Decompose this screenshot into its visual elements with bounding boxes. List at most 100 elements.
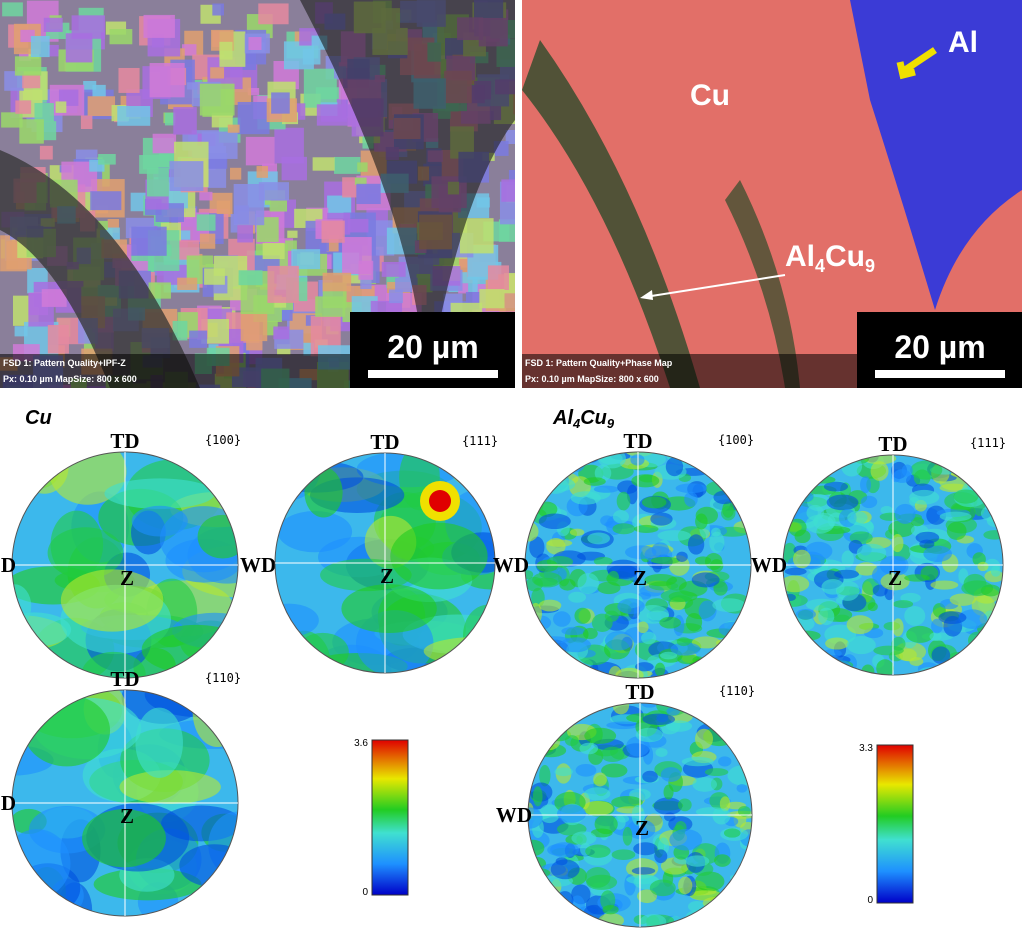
pf-blob xyxy=(518,884,538,900)
grain xyxy=(173,107,197,135)
scale-bar xyxy=(368,370,498,378)
pf-blob xyxy=(259,604,319,637)
pf-blob xyxy=(550,671,571,679)
pf-blob xyxy=(700,916,730,924)
title-part: Cu xyxy=(25,407,52,429)
pf-blob xyxy=(585,845,610,858)
grain xyxy=(479,289,504,308)
title-part: 9 xyxy=(607,416,615,431)
pf-blob xyxy=(605,611,619,622)
pf-blob xyxy=(904,574,930,581)
pf-blob xyxy=(692,777,717,792)
pf-blob xyxy=(574,608,590,624)
pf-blob xyxy=(661,767,681,782)
pf-blob xyxy=(51,511,104,579)
pf-blob xyxy=(578,445,601,463)
pf-blob xyxy=(518,673,544,682)
pf-blob xyxy=(527,498,544,513)
pf-blob xyxy=(788,519,806,537)
pf-blob xyxy=(784,644,812,659)
grain xyxy=(355,178,367,185)
grain xyxy=(257,166,268,178)
pf-blob xyxy=(24,695,110,767)
pf-blob xyxy=(539,514,571,529)
scale-bar xyxy=(875,370,1005,378)
colorbar xyxy=(372,740,408,895)
pf-blob xyxy=(919,667,947,676)
grain xyxy=(129,383,163,416)
pf-blob xyxy=(952,660,965,672)
pole-figure xyxy=(516,695,766,930)
pf-blob xyxy=(278,511,353,552)
pf-blob xyxy=(660,652,677,660)
pf-blob xyxy=(947,522,967,540)
pf-blob xyxy=(676,552,688,562)
pf-blob xyxy=(821,579,844,595)
pf-blob xyxy=(569,667,595,678)
grain xyxy=(304,69,337,108)
pf-label: WD xyxy=(496,803,532,827)
pf-blob xyxy=(659,617,681,629)
pf-blob xyxy=(744,920,755,927)
pf-blob xyxy=(0,612,71,646)
grain xyxy=(177,278,197,290)
grain xyxy=(19,119,44,143)
phase-label: Al xyxy=(948,26,978,59)
pf-blob xyxy=(709,460,740,476)
grain xyxy=(40,146,53,160)
grain xyxy=(271,92,290,113)
grain xyxy=(204,268,225,284)
pf-blob xyxy=(991,566,1001,577)
pf-blob xyxy=(953,663,979,671)
pf-blob xyxy=(685,855,709,866)
pf-label: Z xyxy=(635,816,649,840)
pf-blob xyxy=(950,593,976,605)
grain xyxy=(219,42,232,60)
pf-blob xyxy=(579,743,598,755)
pf-blob xyxy=(984,643,1014,660)
pf-blob xyxy=(705,768,728,776)
pf-blob xyxy=(774,449,800,470)
pf-blob xyxy=(655,663,665,677)
pf-blob xyxy=(687,457,712,464)
grain xyxy=(239,270,263,285)
pf-blob xyxy=(558,457,577,467)
pf-blob xyxy=(725,712,755,726)
pf-blob xyxy=(623,827,633,846)
grain xyxy=(315,296,345,316)
pf-blob xyxy=(961,454,987,475)
label-part: Al xyxy=(785,240,815,273)
pf-blob xyxy=(736,897,756,913)
pf-blob xyxy=(988,487,998,498)
grain xyxy=(98,154,116,165)
pf-plane: {100} xyxy=(718,433,754,447)
pf-blob xyxy=(734,639,762,658)
pf-plane: {110} xyxy=(205,671,241,685)
pf-blob xyxy=(982,627,1010,635)
pf-blob xyxy=(545,472,556,488)
pf-blob xyxy=(684,492,698,507)
pf-label: TD xyxy=(623,429,652,453)
grain xyxy=(303,49,321,65)
grain xyxy=(196,385,221,410)
pf-blob xyxy=(631,474,659,487)
pf-blob xyxy=(551,859,580,879)
title-part: Al xyxy=(552,407,573,429)
pf-blob xyxy=(806,505,824,521)
pf-blob xyxy=(983,472,1007,489)
grain xyxy=(34,103,53,122)
pf-blob xyxy=(774,637,800,656)
grain xyxy=(44,18,63,32)
pf-blob xyxy=(938,611,966,624)
pf-blob xyxy=(605,631,633,650)
pf-blob xyxy=(514,668,547,684)
pf-blob xyxy=(968,632,987,650)
pf-blob xyxy=(801,661,829,678)
pf-blob xyxy=(537,560,558,572)
colorbar-max: 3.6 xyxy=(354,738,368,749)
pf-blob xyxy=(650,880,676,897)
pf-blob xyxy=(735,888,764,904)
pf-blob xyxy=(737,643,757,663)
pf-blob xyxy=(871,461,889,481)
pf-blob xyxy=(617,598,644,614)
